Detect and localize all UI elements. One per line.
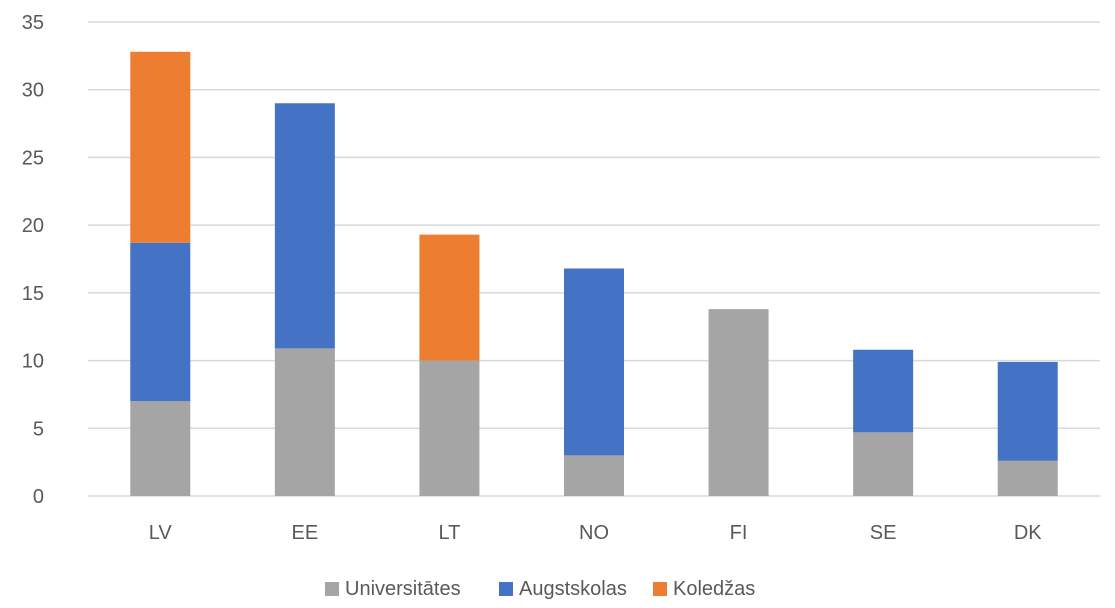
y-tick-label: 15 (22, 283, 44, 305)
x-tick-label: LT (438, 522, 460, 544)
legend-item: Koledžas (653, 578, 755, 600)
bar-lv-series-0 (130, 401, 191, 496)
legend-item: Augstskolas (499, 578, 627, 600)
bar-no-series-1 (564, 268, 624, 456)
y-tick-label: 20 (22, 215, 44, 237)
bar-se-series-0 (853, 432, 914, 496)
x-tick-label: NO (579, 522, 609, 544)
legend: Universitātes Augstskolas Koledžas (325, 578, 755, 600)
y-tick-label: 0 (33, 486, 44, 508)
legend-label: Augstskolas (519, 578, 627, 600)
y-tick-label: 30 (22, 80, 44, 102)
legend-label: Universitātes (345, 578, 461, 600)
x-axis-ticks: LV EE LT NO FI SE DK (149, 522, 1042, 544)
bar-se-series-1 (853, 349, 914, 433)
bar-lv-series-2 (130, 51, 191, 243)
bar-dk-series-1 (997, 361, 1058, 461)
x-tick-label: DK (1014, 522, 1042, 544)
bar-no-series-0 (564, 455, 624, 496)
bar-dk-series-0 (997, 460, 1058, 496)
bar-lt-series-2 (419, 234, 480, 361)
x-tick-label: LV (149, 522, 173, 544)
legend-swatch (653, 582, 667, 596)
bar-lv-series-1 (130, 242, 191, 402)
legend-label: Koledžas (673, 578, 755, 600)
legend-item: Universitātes (325, 578, 461, 600)
legend-swatch (499, 582, 513, 596)
bar-ee-series-1 (274, 103, 335, 349)
bars (130, 51, 1058, 496)
bar-lt-series-0 (419, 360, 480, 496)
y-tick-label: 5 (33, 418, 44, 440)
y-tick-label: 25 (22, 147, 44, 169)
bar-fi-series-0 (708, 309, 769, 496)
bar-ee-series-0 (274, 348, 335, 496)
y-tick-label: 10 (22, 351, 44, 373)
y-axis-ticks: 0 5 10 15 20 25 30 35 (22, 12, 44, 508)
x-tick-label: FI (730, 522, 748, 544)
x-tick-label: EE (292, 522, 319, 544)
legend-swatch (325, 582, 339, 596)
y-tick-label: 35 (22, 12, 44, 34)
x-tick-label: SE (870, 522, 897, 544)
